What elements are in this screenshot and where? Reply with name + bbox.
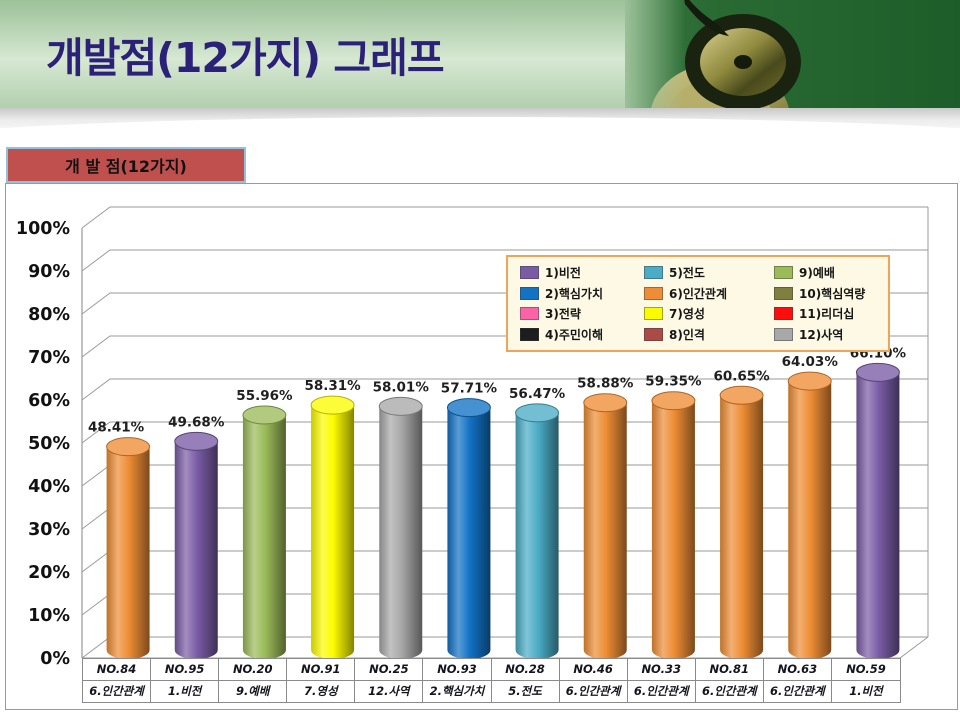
slide-header: 개발점(12가지) 그래프 <box>0 0 960 108</box>
x-label-no: NO.95 <box>151 659 220 681</box>
legend-label: 9)예배 <box>799 265 835 280</box>
divider-curve <box>0 117 960 128</box>
x-label-category: 7.영성 <box>287 680 356 702</box>
legend-swatch <box>774 286 793 300</box>
x-label-no: NO.91 <box>287 659 356 681</box>
legend-swatch <box>520 265 539 279</box>
x-label-no: NO.20 <box>219 659 288 681</box>
x-label-category: 6.인간관계 <box>560 680 628 702</box>
legend-swatch <box>644 307 663 321</box>
chart-title-text: 개 발 점(12가지) <box>65 157 187 176</box>
legend-swatch <box>774 328 793 342</box>
x-label-no: NO.63 <box>763 659 832 681</box>
legend-swatch <box>774 265 793 279</box>
legend-item: 8)인격 <box>644 324 774 345</box>
legend-label: 4)주민이해 <box>545 328 603 343</box>
legend-label: 11)리더십 <box>799 307 855 322</box>
x-label-category: 2.핵심가치 <box>423 680 492 702</box>
legend-label: 7)영성 <box>669 307 705 322</box>
legend-swatch <box>774 307 793 321</box>
stethoscope-image <box>625 0 960 108</box>
legend-swatch <box>644 265 663 279</box>
legend-item: 4)주민이해 <box>520 324 644 345</box>
x-label-category: 6.인간관계 <box>696 680 764 702</box>
x-label-no: NO.25 <box>355 659 424 681</box>
legend-item: 1)비전 <box>520 262 644 283</box>
slide-title: 개발점(12가지) 그래프 <box>46 34 445 82</box>
legend-item: 3)전략 <box>520 304 644 325</box>
legend-label: 2)핵심가치 <box>545 286 603 301</box>
legend-item: 7)영성 <box>644 304 774 325</box>
legend-swatch <box>520 328 539 342</box>
x-label-category: 1.비전 <box>849 684 883 699</box>
legend-label: 12)사역 <box>799 328 844 343</box>
x-label-category: 1.비전 <box>151 680 220 702</box>
legend-swatch <box>520 307 539 321</box>
legend-swatch <box>644 328 663 342</box>
legend-swatch <box>644 286 663 300</box>
legend-item: 11)리더십 <box>774 304 884 325</box>
chart-legend: 1)비전 2)핵심가치 3)전략 4)주민이해 5)전도 6)인간관계 7)영성 8)인격 9)… <box>506 255 890 352</box>
x-label-category: 12.사역 <box>355 680 424 702</box>
x-label-no: NO.93 <box>423 659 492 681</box>
x-label-category: 6.인간관계 <box>628 680 696 702</box>
legend-swatch <box>520 286 539 300</box>
stethoscope-graphic <box>625 0 960 108</box>
legend-item: 2)핵심가치 <box>520 283 644 304</box>
x-label-no: NO.84 <box>83 659 152 681</box>
legend-label: 5)전도 <box>669 265 705 280</box>
legend-item: 10)핵심역량 <box>774 283 884 304</box>
x-label-category: 9.예배 <box>219 680 288 702</box>
x-label-no: NO.81 <box>695 659 764 681</box>
x-label-category: 6.인간관계 <box>83 680 152 702</box>
legend-label: 8)인격 <box>669 328 705 343</box>
x-label-no: NO.28 <box>491 659 560 681</box>
legend-label: 1)비전 <box>545 265 581 280</box>
chart-title-box: 개 발 점(12가지) <box>6 147 246 183</box>
legend-label: 6)인간관계 <box>669 286 727 301</box>
legend-label: 10)핵심역량 <box>799 286 866 301</box>
legend-item: 5)전도 <box>644 262 774 283</box>
legend-label: 3)전략 <box>545 307 581 322</box>
legend-item: 9)예배 <box>774 262 884 283</box>
x-axis-table: NO.84 NO.95 NO.20 NO.91 NO.25 NO.93 NO.28 NO.46… <box>82 658 901 703</box>
x-label-no: NO.59 <box>831 659 900 681</box>
legend-item: 12)사역 <box>774 324 884 345</box>
legend-item: 6)인간관계 <box>644 283 774 304</box>
x-label-category: 6.인간관계 <box>764 680 832 702</box>
header-divider <box>0 108 960 128</box>
x-label-no: NO.33 <box>627 659 696 681</box>
x-label-category: 5.전도 <box>492 680 560 702</box>
x-label-no: NO.46 <box>559 659 628 681</box>
